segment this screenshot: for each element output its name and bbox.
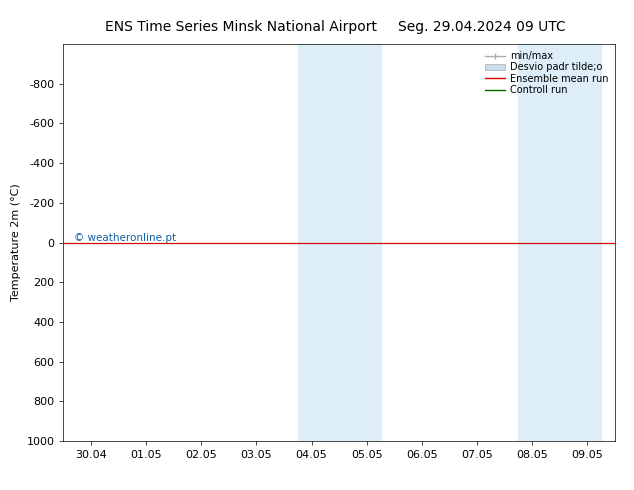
Text: Seg. 29.04.2024 09 UTC: Seg. 29.04.2024 09 UTC <box>398 20 566 34</box>
Legend: min/max, Desvio padr tilde;o, Ensemble mean run, Controll run: min/max, Desvio padr tilde;o, Ensemble m… <box>483 49 610 97</box>
Bar <box>519 44 601 441</box>
Y-axis label: Temperature 2m (°C): Temperature 2m (°C) <box>11 184 21 301</box>
Bar <box>298 44 380 441</box>
Text: ENS Time Series Minsk National Airport: ENS Time Series Minsk National Airport <box>105 20 377 34</box>
Text: © weatheronline.pt: © weatheronline.pt <box>74 233 176 243</box>
